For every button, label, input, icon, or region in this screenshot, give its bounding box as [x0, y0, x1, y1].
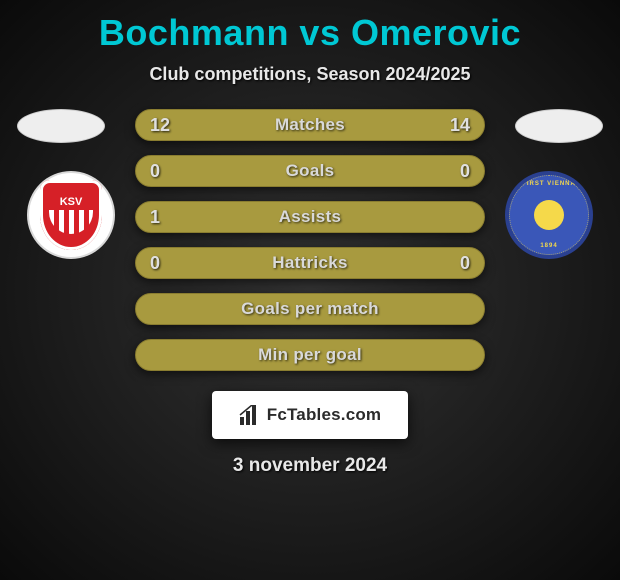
- stat-left-value: 0: [150, 253, 160, 274]
- stat-row-min-per-goal: Min per goal: [135, 339, 485, 371]
- stat-label: Matches: [275, 115, 345, 135]
- stat-right-value: 14: [450, 115, 470, 136]
- left-crest-shield: KSV: [40, 180, 102, 250]
- left-club-crest: KSV: [27, 171, 115, 259]
- right-crest-text-top: FIRST VIENNA: [522, 181, 576, 187]
- stat-left-value: 1: [150, 207, 160, 228]
- right-crest-ball: [534, 200, 564, 230]
- left-player-photo: [17, 109, 105, 143]
- stat-row-goals-per-match: Goals per match: [135, 293, 485, 325]
- stat-right-value: 0: [460, 161, 470, 182]
- left-player-column: KSV: [15, 109, 135, 259]
- stat-left-value: 0: [150, 161, 160, 182]
- snapshot-date: 3 november 2024: [233, 455, 387, 477]
- branding-badge: FcTables.com: [212, 391, 408, 439]
- branding-icon: [239, 405, 261, 425]
- left-crest-text: KSV: [60, 196, 83, 208]
- right-crest-text-bot: 1894: [540, 243, 557, 249]
- season-subtitle: Club competitions, Season 2024/2025: [149, 64, 470, 85]
- stat-label: Assists: [279, 207, 342, 227]
- stat-row-assists: 1 Assists: [135, 201, 485, 233]
- stat-label: Goals per match: [241, 299, 379, 319]
- main-area: KSV 12 Matches 14 0 Goals 0 1 Assists: [0, 109, 620, 371]
- branding-text: FcTables.com: [267, 405, 382, 425]
- stats-column: 12 Matches 14 0 Goals 0 1 Assists 0 Hatt…: [135, 109, 485, 371]
- stat-right-value: 0: [460, 253, 470, 274]
- right-club-crest: FIRST VIENNA 1894: [505, 171, 593, 259]
- stat-label: Goals: [286, 161, 335, 181]
- stat-left-value: 12: [150, 115, 170, 136]
- stat-label: Hattricks: [272, 253, 347, 273]
- infographic-root: Bochmann vs Omerovic Club competitions, …: [0, 0, 620, 477]
- comparison-title: Bochmann vs Omerovic: [99, 12, 521, 54]
- stat-row-goals: 0 Goals 0: [135, 155, 485, 187]
- left-crest-stripes: [49, 210, 93, 234]
- stat-row-matches: 12 Matches 14: [135, 109, 485, 141]
- stat-row-hattricks: 0 Hattricks 0: [135, 247, 485, 279]
- right-player-column: FIRST VIENNA 1894: [485, 109, 605, 259]
- stat-label: Min per goal: [258, 345, 362, 365]
- right-player-photo: [515, 109, 603, 143]
